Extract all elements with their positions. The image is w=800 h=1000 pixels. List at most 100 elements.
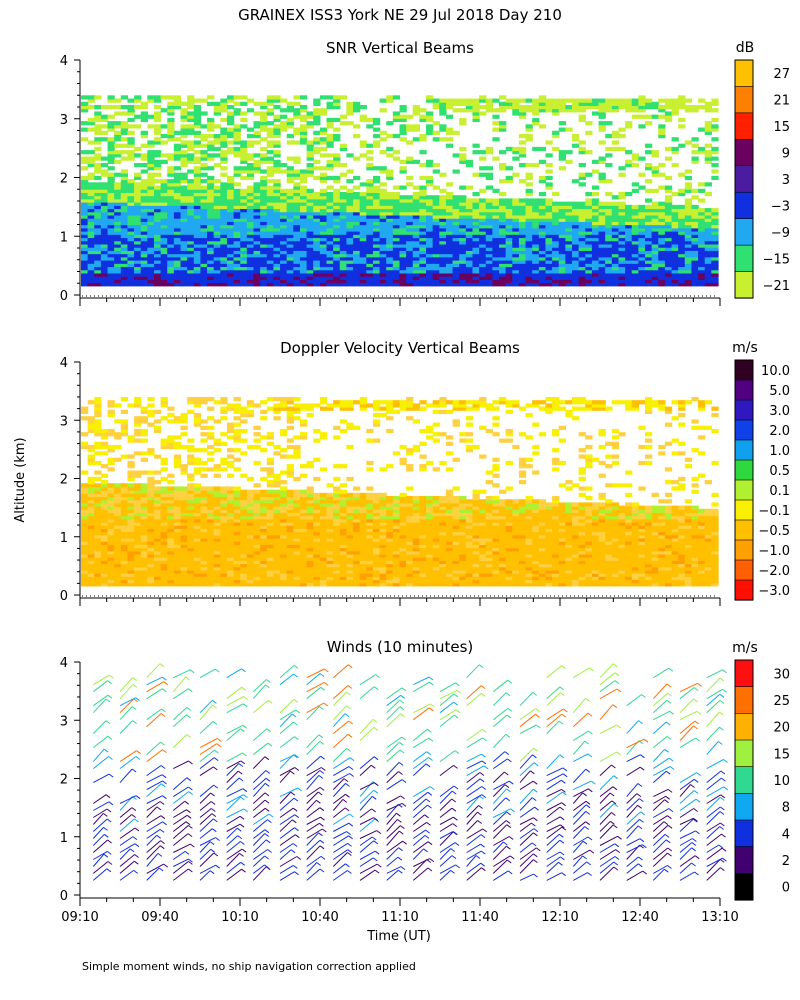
heat-cell: [120, 579, 129, 584]
heat-cell: [638, 269, 646, 274]
heat-cell: [207, 534, 215, 539]
heat-cell: [505, 146, 513, 152]
heat-cell: [81, 559, 89, 565]
heat-cell: [319, 179, 328, 184]
heat-cell: [651, 204, 659, 210]
heat-cell: [120, 527, 129, 533]
heat-cell: [180, 243, 188, 248]
heat-cell: [193, 419, 202, 424]
heat-cell: [193, 460, 202, 466]
heat-cell: [386, 208, 394, 213]
heat-cell: [698, 282, 706, 287]
heat-cell: [220, 400, 228, 405]
heat-cell: [538, 201, 547, 206]
heat-cell: [684, 230, 693, 235]
heat-cell: [353, 249, 361, 255]
heat-cell: [572, 269, 580, 274]
heat-cell: [339, 266, 348, 271]
heat-cell: [107, 217, 115, 222]
heat-cell: [664, 114, 673, 119]
heat-cell: [153, 217, 162, 222]
heat-cell: [233, 531, 241, 536]
heat-cell: [81, 191, 89, 197]
heat-cell: [167, 130, 175, 135]
heat-cell: [94, 531, 102, 536]
heat-cell: [213, 467, 221, 472]
heat-cell: [631, 211, 639, 216]
heat-cell: [459, 282, 467, 287]
heat-cell: [319, 204, 328, 210]
heat-cell: [114, 508, 122, 513]
heat-cell: [326, 230, 334, 235]
heat-cell: [379, 169, 387, 174]
heat-cell: [87, 182, 95, 187]
heat-cell: [87, 172, 95, 177]
heat-cell: [346, 224, 354, 229]
heat-cell: [465, 185, 474, 190]
heat-cell: [226, 224, 235, 229]
heat-cell: [651, 237, 659, 242]
heat-cell: [213, 256, 221, 261]
heat-cell: [532, 233, 540, 239]
heat-cell: [246, 262, 255, 268]
heat-cell: [107, 220, 115, 226]
heat-cell: [193, 104, 202, 110]
heat-cell: [107, 457, 115, 462]
heat-cell: [339, 278, 348, 284]
heat-cell: [266, 121, 275, 126]
heat-cell: [127, 220, 135, 226]
heat-cell: [120, 175, 129, 181]
heat-cell: [107, 489, 115, 494]
heat-cell: [698, 150, 706, 155]
y-tick-label: 1: [60, 230, 68, 245]
heat-cell: [346, 108, 354, 113]
heat-cell: [114, 278, 122, 284]
heat-cell: [711, 208, 719, 213]
heat-cell: [426, 208, 434, 213]
heat-cell: [207, 451, 215, 456]
heat-cell: [220, 101, 228, 106]
heat-cell: [372, 262, 381, 268]
heat-cell: [187, 208, 195, 213]
heat-cell: [180, 416, 188, 421]
heat-cell: [658, 275, 666, 280]
heat-cell: [359, 214, 367, 219]
heat-cell: [299, 198, 308, 203]
heat-cell: [671, 282, 679, 287]
heat-cell: [711, 233, 719, 239]
heat-cell: [631, 224, 639, 229]
heat-cell: [339, 198, 348, 203]
heat-cell: [253, 162, 261, 168]
heat-cell: [213, 191, 221, 197]
heat-cell: [286, 240, 294, 245]
heat-cell: [532, 282, 540, 287]
heat-cell: [153, 492, 162, 498]
heat-cell: [419, 198, 427, 203]
heat-cell: [160, 492, 168, 498]
heat-cell: [625, 282, 633, 287]
heat-cell: [525, 266, 533, 271]
heat-cell: [386, 153, 394, 158]
heat-cell: [140, 566, 148, 571]
heat-cell: [691, 104, 699, 110]
heat-cell: [512, 259, 520, 264]
heat-cell: [207, 127, 215, 132]
heat-cell: [100, 483, 109, 488]
heat-cell: [558, 243, 566, 248]
heat-cell: [399, 246, 407, 251]
heat-cell: [200, 133, 208, 139]
heat-cell: [479, 201, 487, 206]
heat-cell: [691, 214, 699, 219]
heat-cell: [525, 256, 533, 261]
heat-cell: [286, 243, 294, 248]
heat-cell: [94, 556, 102, 561]
heat-cell: [240, 253, 248, 258]
heat-cell: [605, 224, 613, 229]
heat-cell: [651, 233, 659, 239]
heat-cell: [684, 259, 693, 264]
heat-cell: [120, 492, 129, 498]
heat-cell: [140, 104, 148, 110]
heat-cell: [605, 253, 613, 258]
heat-cell: [160, 204, 168, 210]
heat-cell: [545, 262, 553, 268]
